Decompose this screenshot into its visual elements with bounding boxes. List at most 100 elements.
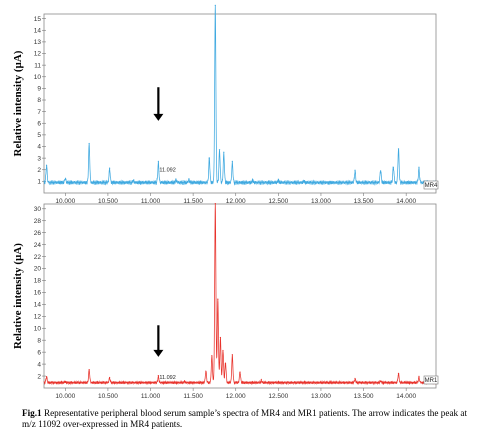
peak-point bbox=[277, 178, 279, 180]
peak-point bbox=[303, 181, 305, 183]
y-tick-label: 14 bbox=[34, 302, 42, 309]
legend-box bbox=[423, 180, 439, 190]
peak-point bbox=[231, 354, 233, 356]
peak-point bbox=[354, 169, 356, 171]
peak-point bbox=[214, 203, 216, 205]
y-tick-label: 10 bbox=[34, 325, 42, 332]
y-axis-label: Relative intensity (µA) bbox=[12, 243, 24, 349]
legend-series-name: MR1 bbox=[425, 378, 438, 384]
peak-point bbox=[380, 170, 382, 172]
peak-point bbox=[392, 166, 394, 168]
peak-point bbox=[397, 148, 400, 150]
peak-point bbox=[224, 362, 227, 364]
y-tick-label: 2 bbox=[37, 373, 41, 380]
spectrum-line-mr4 bbox=[43, 5, 437, 186]
x-tick-label: 13.500 bbox=[354, 198, 374, 205]
peak-point bbox=[418, 166, 420, 168]
peak-point bbox=[64, 381, 66, 384]
peak-annotation-label: 11.092 bbox=[159, 375, 175, 381]
y-tick-label: 5 bbox=[37, 132, 41, 139]
peak-point bbox=[88, 368, 90, 371]
x-tick-label: 10.500 bbox=[98, 393, 118, 400]
y-axis-label: Relative intensity (µA) bbox=[12, 50, 24, 156]
peak-point bbox=[219, 336, 221, 339]
x-tick-label: 12.000 bbox=[226, 393, 246, 400]
peak-point bbox=[214, 4, 216, 6]
arrow-head bbox=[153, 113, 164, 121]
x-tick-label: 10.000 bbox=[55, 198, 75, 205]
peak-point bbox=[211, 355, 213, 357]
peak-point bbox=[88, 142, 90, 145]
peak-point bbox=[222, 349, 224, 352]
peak-point bbox=[188, 178, 190, 180]
y-tick-label: 22 bbox=[34, 254, 42, 261]
y-tick-label: 4 bbox=[37, 361, 41, 368]
y-tick-label: 15 bbox=[34, 16, 42, 23]
y-tick-label: 30 bbox=[34, 206, 42, 213]
peak-point bbox=[223, 151, 225, 153]
peak-point bbox=[260, 379, 262, 381]
peak-point bbox=[64, 178, 66, 181]
plot-frame bbox=[43, 13, 437, 194]
y-tick-label: 4 bbox=[37, 144, 41, 151]
figure-caption: Fig.1 Representative peripheral blood se… bbox=[22, 408, 474, 430]
y-tick-label: 13 bbox=[34, 39, 42, 46]
x-tick-label: 10.500 bbox=[98, 198, 118, 205]
x-tick-label: 11.500 bbox=[183, 198, 203, 205]
peak-point bbox=[184, 380, 186, 382]
peak-point bbox=[109, 376, 111, 379]
y-tick-label: 6 bbox=[37, 120, 41, 127]
x-tick-label: 12.500 bbox=[268, 198, 288, 205]
y-tick-label: 16 bbox=[34, 290, 42, 297]
y-tick-label: 2 bbox=[37, 167, 41, 174]
y-tick-label: 10 bbox=[34, 74, 42, 81]
peak-annotation-label: 11.092 bbox=[159, 168, 175, 174]
peak-point bbox=[217, 298, 219, 300]
peak-point bbox=[218, 149, 221, 151]
legend-series-name: MR4 bbox=[425, 183, 438, 189]
x-tick-label: 13.000 bbox=[311, 198, 331, 205]
x-tick-label: 12.000 bbox=[226, 198, 246, 205]
x-tick-label: 11.000 bbox=[141, 393, 161, 400]
peak-point bbox=[132, 180, 135, 182]
peak-point bbox=[175, 179, 177, 181]
y-tick-label: 12 bbox=[34, 51, 42, 58]
peak-point bbox=[380, 380, 382, 383]
x-tick-label: 12.500 bbox=[268, 393, 288, 400]
x-tick-label: 13.000 bbox=[311, 393, 331, 400]
y-tick-label: 6 bbox=[37, 349, 41, 356]
y-tick-label: 1 bbox=[37, 179, 41, 186]
x-tick-label: 11.000 bbox=[141, 198, 161, 205]
caption-label: Fig.1 bbox=[22, 408, 42, 418]
peak-point bbox=[354, 377, 356, 380]
y-tick-label: 8 bbox=[37, 97, 41, 104]
y-tick-label: 9 bbox=[37, 86, 41, 93]
peak-point bbox=[208, 157, 210, 159]
peak-point bbox=[157, 160, 159, 162]
peak-point bbox=[109, 167, 111, 169]
x-tick-label: 14.000 bbox=[396, 198, 416, 205]
y-tick-label: 11 bbox=[34, 62, 41, 69]
peak-point bbox=[252, 178, 254, 181]
y-tick-label: 20 bbox=[34, 266, 42, 273]
peak-point bbox=[239, 371, 241, 373]
arrow-head bbox=[153, 349, 164, 357]
y-tick-label: 28 bbox=[34, 218, 42, 225]
peak-point bbox=[45, 376, 48, 378]
peak-point bbox=[45, 164, 48, 166]
x-tick-label: 11.500 bbox=[183, 393, 203, 400]
peak-point bbox=[157, 375, 159, 377]
y-tick-label: 12 bbox=[34, 314, 42, 321]
x-tick-label: 14.000 bbox=[396, 393, 416, 400]
y-tick-label: 8 bbox=[37, 337, 41, 344]
peak-point bbox=[205, 370, 207, 372]
peak-point bbox=[418, 375, 420, 377]
y-tick-label: 18 bbox=[34, 278, 42, 285]
y-tick-label: 3 bbox=[37, 155, 41, 162]
x-tick-label: 13.500 bbox=[354, 393, 374, 400]
legend-box bbox=[423, 375, 439, 385]
peak-point bbox=[231, 160, 233, 162]
